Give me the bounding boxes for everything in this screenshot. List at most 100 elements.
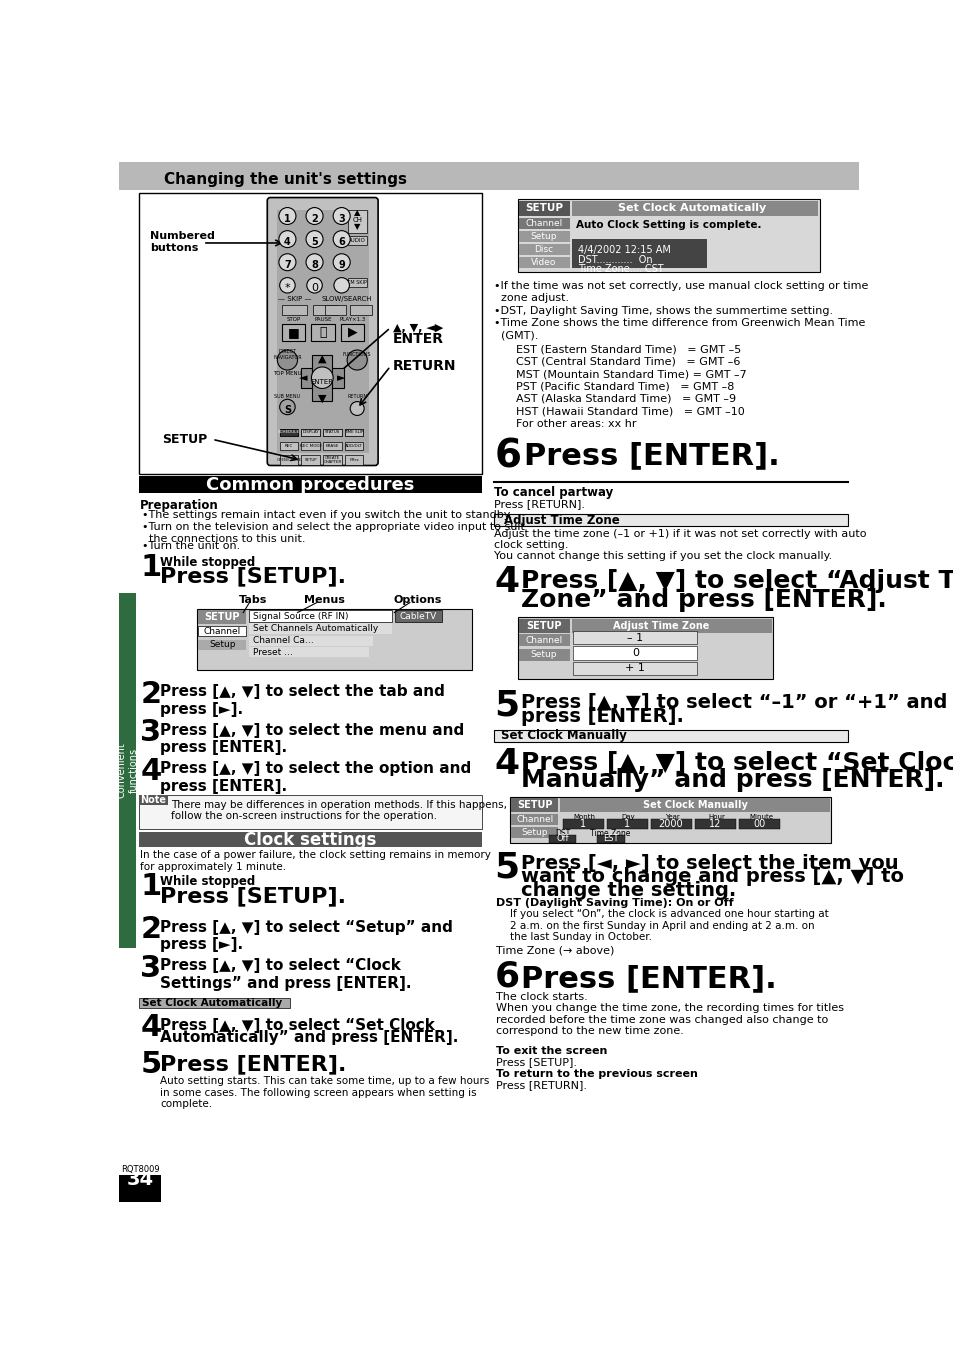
Bar [198,639,246,650]
Bar [279,428,298,436]
Bar [249,647,369,657]
Text: While stopped: While stopped [160,875,255,888]
Text: •Turn the unit on.: •Turn the unit on. [142,540,240,551]
Text: S: S [284,405,291,415]
Bar [739,819,780,830]
Text: 5: 5 [140,1050,161,1079]
Text: 9: 9 [338,261,345,270]
Text: ▼: ▼ [317,393,326,404]
Text: 1: 1 [623,819,629,830]
Text: F.Rec: F.Rec [349,458,358,462]
Bar [198,626,246,636]
Text: ▼: ▼ [354,222,360,231]
Text: 5: 5 [494,851,519,885]
Text: Note: Note [140,796,166,805]
Bar [511,798,558,812]
Bar [279,428,298,436]
Circle shape [307,277,322,293]
Text: 0: 0 [311,284,317,293]
Text: EST: EST [602,835,618,843]
Bar [348,209,367,232]
Bar [300,367,344,388]
Text: Press [▲, ▼] to select the menu and
press [ENTER].: Press [▲, ▼] to select the menu and pres… [160,723,464,755]
Text: Tabs: Tabs [239,594,268,605]
Bar [119,162,858,190]
Bar [517,617,773,678]
Circle shape [306,254,323,270]
Text: STOP: STOP [286,317,300,323]
Text: Auto setting starts. This can take some time, up to a few hours
in some cases. T: Auto setting starts. This can take some … [160,1077,489,1109]
Bar [119,1174,161,1202]
Text: Video: Video [531,258,556,267]
Text: want to change and press [▲, ▼] to: want to change and press [▲, ▼] to [521,867,903,886]
Bar [323,455,341,466]
Bar [559,798,829,812]
Text: Press [▲, ▼] to select “Set Clock: Press [▲, ▼] to select “Set Clock [160,1017,435,1032]
Text: RETURN: RETURN [393,359,456,373]
Text: Automatically” and press [ENTER].: Automatically” and press [ENTER]. [160,1029,458,1044]
Circle shape [334,277,349,293]
Text: Convenient
functions: Convenient functions [117,743,138,798]
Bar [573,662,697,676]
Text: Adjust Time Zone: Adjust Time Zone [503,513,618,527]
Text: 2: 2 [140,680,161,708]
Bar [119,593,136,947]
Text: SETUP: SETUP [304,458,316,462]
Text: For other areas: xx hr: For other areas: xx hr [516,419,636,428]
Bar [573,631,697,644]
Text: Setup: Setup [530,232,557,240]
Text: Press [SETUP].: Press [SETUP]. [160,886,346,907]
Text: Manually” and press [ENTER].: Manually” and press [ENTER]. [521,769,944,792]
Text: DST............  On: DST............ On [578,254,652,265]
Bar [138,193,481,474]
Bar [138,477,481,493]
Bar [494,730,847,742]
Text: Press [▲, ▼] to select “Set Clock: Press [▲, ▼] to select “Set Clock [521,751,953,775]
Bar [518,619,569,632]
Text: Clock settings: Clock settings [243,831,375,848]
Text: 34: 34 [127,1170,153,1189]
Bar [340,324,364,340]
Text: 12: 12 [708,819,720,830]
Text: When you change the time zone, the recording times for titles
recorded before th: When you change the time zone, the recor… [496,1002,843,1036]
Text: If you select “On”, the clock is advanced one hour starting at
2 a.m. on the fir: If you select “On”, the clock is advance… [509,909,828,942]
Text: Preparation: Preparation [140,499,218,512]
Text: CST (Central Standard Time)   = GMT –6: CST (Central Standard Time) = GMT –6 [516,357,740,367]
Text: 6: 6 [338,238,345,247]
Text: Off: Off [556,835,568,843]
Bar [138,794,481,830]
Bar [138,832,481,847]
Text: 2000: 2000 [659,819,682,830]
Text: ERASE: ERASE [325,444,338,449]
Bar [312,354,332,401]
Text: REC MODE: REC MODE [299,444,321,449]
Text: DST: DST [555,830,570,838]
Text: Zone” and press [ENTER].: Zone” and press [ENTER]. [521,588,886,612]
Text: Time Zone (→ above): Time Zone (→ above) [496,946,614,957]
Text: 3: 3 [140,954,161,982]
Text: You cannot change this setting if you set the clock manually.: You cannot change this setting if you se… [494,551,832,561]
Text: SETUP: SETUP [204,612,240,623]
Text: Set Channels Automatically: Set Channels Automatically [253,624,377,634]
Text: + 1: + 1 [625,663,644,673]
Bar [518,200,569,216]
Text: •DST, Daylight Saving Time, shows the summertime setting.: •DST, Daylight Saving Time, shows the su… [494,307,833,316]
Text: To exit the screen: To exit the screen [496,1046,607,1056]
Bar [509,797,831,843]
Bar [606,819,647,830]
Text: •If the time was not set correctly, use manual clock setting or time
  zone adju: •If the time was not set correctly, use … [494,281,868,303]
Text: change the setting.: change the setting. [521,881,736,900]
Bar [518,634,569,646]
Bar [518,257,569,269]
Text: SETUP: SETUP [524,203,562,213]
Text: Set Clock Manually: Set Clock Manually [642,800,747,811]
Circle shape [306,231,323,247]
Text: Minute: Minute [748,813,772,820]
Text: Adjust Time Zone: Adjust Time Zone [612,620,708,631]
Bar [573,646,697,659]
Text: ■: ■ [288,326,299,339]
Text: Press [◄, ►] to select the item you: Press [◄, ►] to select the item you [521,854,898,873]
Text: 4: 4 [494,747,519,781]
Text: ADD/DLT: ADD/DLT [345,444,362,449]
Text: — SKIP —: — SKIP — [277,296,311,303]
